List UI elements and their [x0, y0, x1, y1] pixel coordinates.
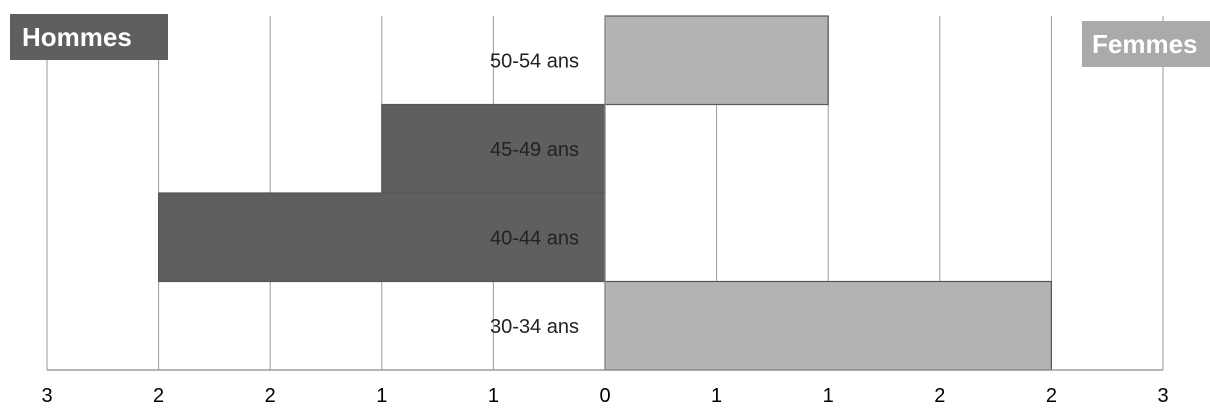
bar-femmes [604, 15, 829, 106]
legend-men: Hommes [10, 14, 168, 60]
x-axis: 3 2 2 1 1 0 1 1 2 2 3 [41, 16, 1169, 407]
category-label: 30-34 ans [490, 316, 579, 338]
x-tick-label: 1 [488, 385, 499, 407]
category-label: 45-49 ans [490, 139, 579, 161]
x-tick-label: 1 [711, 385, 722, 407]
x-tick-label: 2 [153, 385, 164, 407]
x-tick-label: 2 [265, 385, 276, 407]
x-tick-label: 1 [376, 385, 387, 407]
x-tick-label: 3 [41, 385, 52, 407]
x-tick-label: 2 [934, 385, 945, 407]
category-label: 40-44 ans [490, 227, 579, 249]
x-tick-label: 1 [823, 385, 834, 407]
category-label: 50-54 ans [490, 50, 579, 72]
category-labels: 30-34 ans 40-44 ans 45-49 ans 50-54 ans [490, 50, 579, 338]
legend-women: Femmes [1082, 21, 1210, 67]
x-tick-label: 3 [1157, 385, 1168, 407]
x-tick-label: 2 [1046, 385, 1057, 407]
bar-hommes [381, 103, 606, 194]
bar-hommes [158, 192, 606, 283]
bar-femmes [604, 280, 1052, 371]
x-tick-label: 0 [599, 385, 610, 407]
